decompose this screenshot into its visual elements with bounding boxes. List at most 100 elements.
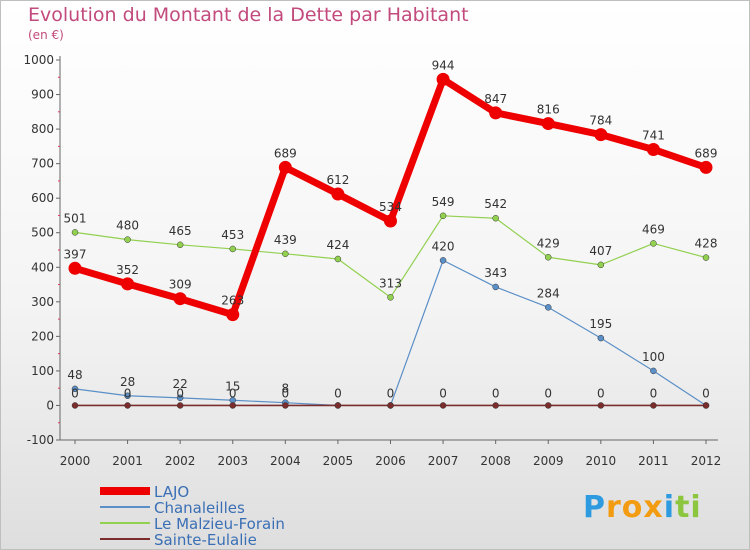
logo-letter: x bbox=[643, 490, 664, 525]
legend-label: Le Malzieu-Forain bbox=[154, 515, 285, 533]
data-label: 816 bbox=[537, 103, 560, 117]
data-label: 195 bbox=[589, 317, 612, 331]
data-label: 0 bbox=[229, 386, 237, 400]
series-point-2 bbox=[387, 294, 394, 301]
data-label: 343 bbox=[484, 266, 507, 280]
series-point-0 bbox=[436, 72, 450, 86]
series-point-2 bbox=[597, 261, 605, 269]
series-point-3 bbox=[597, 402, 605, 409]
data-label: 100 bbox=[642, 350, 665, 364]
logo-letter: i bbox=[690, 490, 702, 525]
data-label: 501 bbox=[64, 211, 87, 225]
data-label: 689 bbox=[274, 146, 297, 160]
data-label: 465 bbox=[169, 224, 192, 238]
series-point-3 bbox=[229, 402, 236, 409]
data-label: 741 bbox=[642, 128, 665, 142]
y-tick-label: -100 bbox=[27, 433, 54, 447]
data-label: 0 bbox=[439, 386, 447, 400]
y-tick-label: 1000 bbox=[23, 53, 54, 67]
series-point-2 bbox=[702, 254, 710, 261]
series-point-0 bbox=[226, 308, 240, 322]
series-point-2 bbox=[176, 241, 184, 249]
series-point-0 bbox=[646, 142, 660, 156]
data-label: 612 bbox=[326, 173, 349, 187]
data-label: 0 bbox=[597, 386, 605, 400]
proxiti-logo: Proxiti bbox=[583, 490, 702, 525]
series-point-2 bbox=[492, 214, 499, 222]
data-label: 689 bbox=[695, 146, 718, 160]
data-label: 352 bbox=[116, 263, 139, 277]
series-point-3 bbox=[334, 402, 342, 409]
series-point-2 bbox=[545, 254, 552, 261]
data-label: 784 bbox=[589, 114, 612, 128]
data-label: 309 bbox=[169, 278, 192, 292]
series-point-3 bbox=[650, 402, 657, 409]
series-point-3 bbox=[439, 402, 447, 409]
y-tick-label: 700 bbox=[31, 157, 54, 171]
data-label: 847 bbox=[484, 92, 507, 106]
data-label: 453 bbox=[221, 228, 244, 242]
series-point-1 bbox=[650, 367, 657, 375]
logo-letter: r bbox=[606, 490, 622, 525]
series-point-2 bbox=[282, 250, 289, 258]
series-point-0 bbox=[594, 128, 608, 142]
data-label: 407 bbox=[589, 244, 612, 258]
data-label: 0 bbox=[124, 386, 132, 400]
series-point-3 bbox=[282, 402, 289, 409]
x-tick-label: 2003 bbox=[217, 454, 248, 468]
series-point-3 bbox=[702, 402, 710, 409]
series-point-2 bbox=[71, 229, 79, 236]
y-tick-label: 500 bbox=[31, 226, 54, 240]
data-label: 428 bbox=[695, 237, 718, 251]
series-point-0 bbox=[173, 292, 187, 306]
y-tick-label: 800 bbox=[31, 122, 54, 136]
series-point-0 bbox=[68, 261, 82, 275]
data-label: 0 bbox=[544, 386, 552, 400]
series-point-1 bbox=[492, 283, 499, 291]
data-label: 48 bbox=[67, 368, 82, 382]
legend-label: LAJO bbox=[154, 483, 189, 501]
data-label: 0 bbox=[650, 386, 658, 400]
series-point-0 bbox=[541, 117, 555, 131]
series-point-2 bbox=[124, 236, 131, 243]
data-label: 534 bbox=[379, 200, 402, 214]
x-tick-label: 2005 bbox=[323, 454, 354, 468]
data-label: 480 bbox=[116, 219, 139, 233]
y-tick-label: 600 bbox=[31, 191, 54, 205]
data-label: 313 bbox=[379, 276, 402, 290]
x-tick-label: 2008 bbox=[480, 454, 511, 468]
data-label: 0 bbox=[334, 386, 342, 400]
series-point-1 bbox=[124, 392, 131, 400]
logo-letter: i bbox=[663, 490, 676, 525]
series-point-1 bbox=[71, 385, 79, 393]
x-tick-label: 2004 bbox=[270, 454, 301, 468]
series-point-3 bbox=[124, 402, 131, 409]
series-point-1 bbox=[545, 304, 552, 311]
y-tick-label: 200 bbox=[31, 329, 54, 343]
series-point-0 bbox=[489, 106, 503, 120]
data-label: 439 bbox=[274, 233, 297, 247]
data-label: 0 bbox=[387, 386, 395, 400]
x-tick-label: 2012 bbox=[691, 454, 722, 468]
series-point-2 bbox=[650, 240, 657, 247]
series-point-1 bbox=[439, 257, 447, 264]
data-label: 8 bbox=[282, 382, 290, 396]
logo-letter: P bbox=[583, 490, 606, 525]
data-label: 0 bbox=[282, 386, 290, 400]
logo-letter: t bbox=[675, 490, 691, 525]
data-label: 469 bbox=[642, 222, 665, 236]
x-tick-label: 2002 bbox=[165, 454, 196, 468]
x-tick-label: 2007 bbox=[428, 454, 459, 468]
legend-label: Sainte-Eulalie bbox=[154, 531, 257, 549]
y-tick-label: 0 bbox=[46, 398, 54, 412]
x-tick-label: 2011 bbox=[638, 454, 669, 468]
data-label: 0 bbox=[71, 386, 79, 400]
series-point-3 bbox=[71, 402, 79, 409]
data-label: 549 bbox=[432, 195, 455, 209]
series-point-3 bbox=[492, 402, 499, 409]
series-point-0 bbox=[121, 277, 135, 291]
data-label: 263 bbox=[221, 294, 244, 308]
series-point-2 bbox=[229, 245, 236, 253]
series-point-3 bbox=[545, 402, 552, 409]
legend-label: Chanaleilles bbox=[154, 499, 245, 517]
